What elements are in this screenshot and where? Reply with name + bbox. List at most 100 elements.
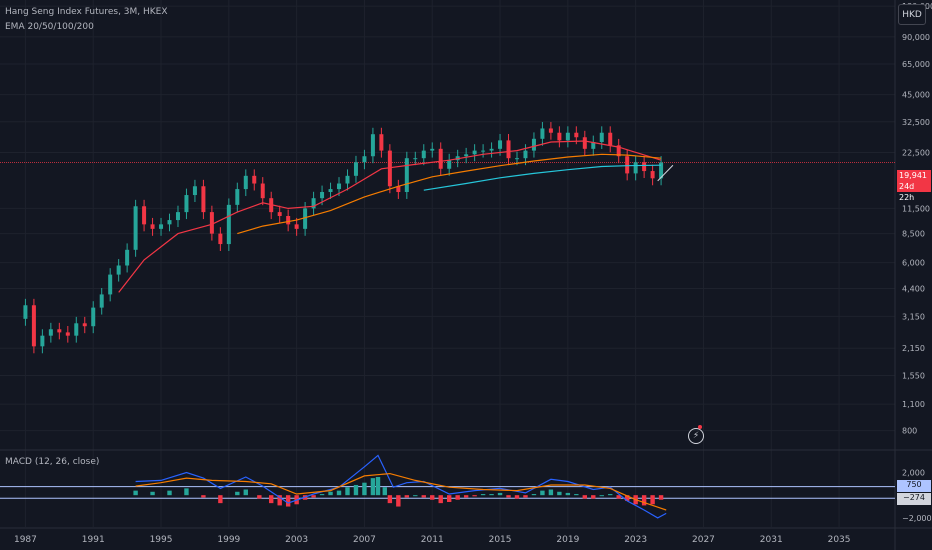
macd-histogram-bar	[133, 490, 138, 496]
last-price-tag: 19,941 24d 22h	[897, 170, 931, 202]
candle-body	[481, 150, 486, 152]
candle-body	[311, 198, 316, 209]
macd-histogram-bar	[565, 492, 571, 496]
macd-histogram-bar	[548, 489, 554, 496]
candle-body	[116, 265, 121, 275]
macd-histogram-bar	[540, 490, 545, 496]
candle-body	[74, 323, 79, 336]
alert-dot-icon	[698, 425, 702, 429]
chart-title: Hang Seng Index Futures, 3M, HKEX	[5, 7, 168, 17]
macd-histogram-bar	[235, 491, 240, 496]
lightning-bolt-icon[interactable]: ⚡	[688, 428, 704, 444]
macd-histogram-bar	[557, 491, 562, 496]
macd-histogram-bar	[472, 495, 477, 497]
macd-level-tag-upper: 750	[897, 480, 931, 492]
candle-body	[243, 175, 248, 190]
candle-body	[31, 305, 36, 347]
candle-body	[574, 132, 579, 138]
x-tick-label: 2023	[624, 535, 647, 545]
x-tick-label: 2031	[760, 535, 783, 545]
candle-body	[209, 212, 214, 234]
macd-histogram-bar	[599, 495, 604, 497]
macd-histogram-bar	[480, 494, 486, 496]
x-tick-label: 1995	[150, 535, 173, 545]
y-tick-label: 32,500	[902, 118, 930, 127]
candle-body	[48, 329, 53, 336]
candle-body	[370, 134, 375, 157]
candle-body	[91, 307, 96, 327]
macd-histogram-bar	[582, 495, 588, 499]
candle-body	[218, 233, 223, 245]
candle-body	[192, 186, 197, 196]
candle-body	[150, 224, 155, 229]
macd-histogram-bar	[167, 490, 172, 496]
x-tick-label: 1999	[217, 535, 240, 545]
candle-body	[277, 212, 282, 216]
candle-body	[659, 162, 664, 179]
candle-body	[303, 208, 308, 229]
candle-body	[616, 145, 621, 157]
macd-histogram-bar	[375, 477, 381, 496]
currency-button[interactable]: HKD	[898, 4, 926, 25]
indicator-legend-macd[interactable]: MACD (12, 26, close)	[5, 457, 100, 467]
candle-body	[430, 148, 435, 151]
candle-body	[108, 274, 113, 295]
y-tick-label: 22,500	[902, 148, 930, 157]
candle-body	[531, 138, 536, 151]
macd-histogram-bar	[514, 495, 520, 499]
x-tick-label: 2015	[489, 535, 512, 545]
macd-line-signal	[135, 472, 667, 511]
last-price-value: 19,941	[899, 171, 927, 180]
y-tick-label: 4,400	[902, 285, 925, 294]
macd-histogram-bar	[455, 495, 460, 500]
candle-body	[464, 154, 469, 157]
candle-body	[159, 224, 164, 229]
candle-body	[421, 150, 426, 159]
candle-body	[167, 220, 172, 225]
candle-body	[40, 335, 45, 347]
macd-histogram-bar	[362, 482, 367, 496]
macd-histogram-bar	[184, 488, 189, 496]
candle-body	[99, 294, 104, 308]
x-tick-label: 2019	[556, 535, 579, 545]
candle-body	[540, 128, 545, 139]
candle-body	[142, 206, 147, 225]
candle-body	[472, 150, 477, 155]
y-tick-label: 2,150	[902, 344, 925, 353]
macd-histogram-bar	[328, 491, 333, 496]
candle-body	[125, 249, 130, 266]
candle-body	[396, 186, 401, 193]
x-tick-label: 2011	[421, 535, 444, 545]
macd-histogram-bar	[413, 495, 418, 497]
candle-body	[633, 162, 638, 174]
macd-histogram-bar	[608, 494, 613, 496]
macd-histogram-bar	[396, 495, 401, 507]
candle-body	[582, 137, 587, 149]
macd-histogram-bar	[387, 495, 393, 504]
candle-body	[447, 160, 452, 169]
candle-body	[353, 162, 358, 176]
macd-histogram-bar	[658, 495, 664, 500]
macd-histogram-bar	[421, 495, 426, 498]
macd-histogram-bar	[311, 495, 316, 498]
macd-level-tag-lower: −274	[897, 493, 931, 505]
macd-histogram-bar	[624, 495, 630, 501]
y-tick-label: 8,500	[902, 230, 925, 239]
macd-histogram-bar	[641, 495, 647, 506]
candle-body	[337, 183, 342, 190]
macd-histogram-bar	[243, 489, 248, 496]
bar-countdown: 24d 22h	[899, 182, 915, 202]
ema-line-ema20	[118, 140, 662, 293]
indicator-legend-ema[interactable]: EMA 20/50/100/200	[5, 22, 94, 32]
x-tick-label: 1987	[14, 535, 37, 545]
macd-histogram-bar	[150, 491, 155, 496]
macd-histogram-bar	[404, 495, 410, 498]
macd-histogram-bar	[591, 495, 596, 499]
macd-histogram-bar	[650, 495, 655, 505]
candle-body	[599, 132, 604, 143]
candle-body	[608, 132, 613, 146]
candle-body	[565, 132, 570, 141]
candle-body	[286, 215, 291, 225]
macd-histogram-bar	[531, 494, 537, 496]
